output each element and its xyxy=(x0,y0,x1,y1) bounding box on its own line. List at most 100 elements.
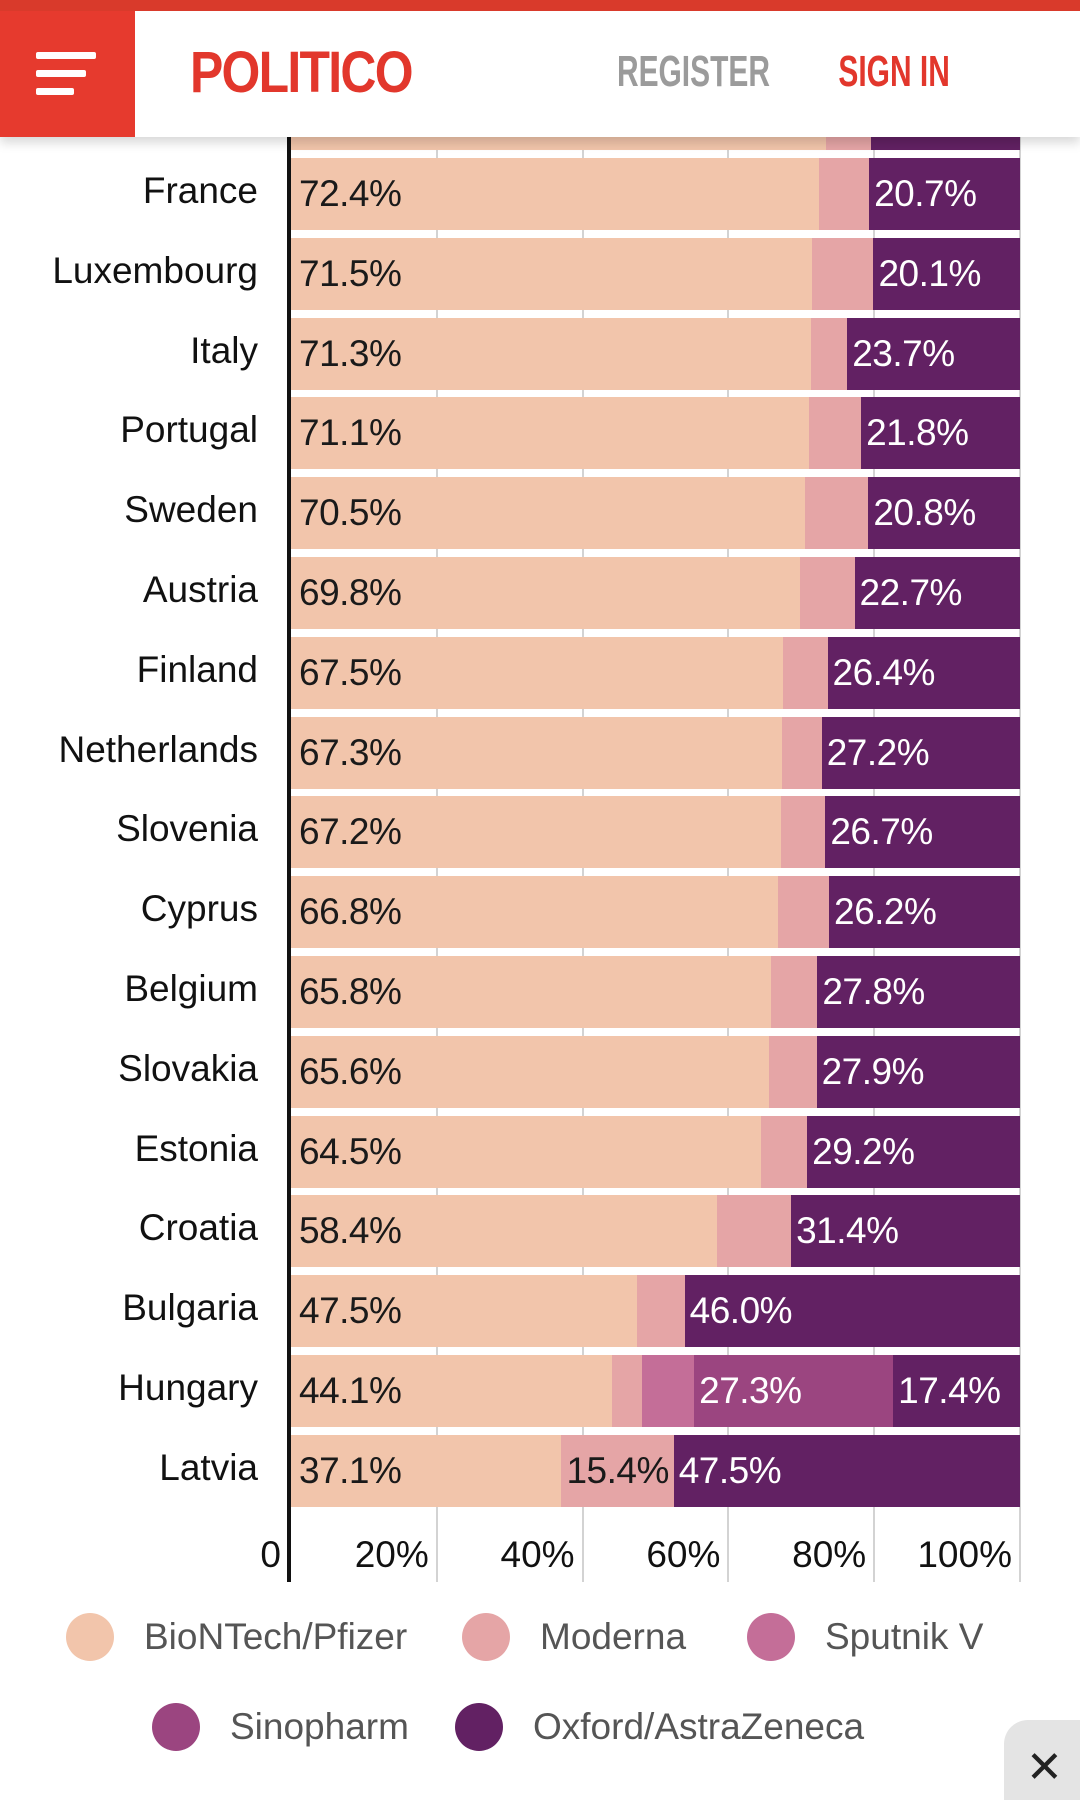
bar-segment-biontech-pfizer[interactable]: 70.5% xyxy=(291,477,806,550)
bar-segment-moderna[interactable] xyxy=(781,716,823,789)
legend-swatch-icon xyxy=(747,1613,795,1661)
bar-segment-sinopharm[interactable]: 27.3% xyxy=(694,1355,894,1427)
bar-segment-oxford-astrazeneca[interactable]: 26.4% xyxy=(827,636,1021,709)
bar-row: 37.1% 15.4% 47.5% xyxy=(291,1434,1021,1507)
value-label: 20.1% xyxy=(878,252,981,294)
bar-segment-moderna[interactable] xyxy=(777,876,830,949)
legend-label: Oxford/AstraZeneca xyxy=(533,1706,865,1747)
value-label: 71.5% xyxy=(299,252,402,294)
bar-segment-oxford-astrazeneca[interactable]: 17.4% xyxy=(893,1355,1021,1427)
legend-swatch-icon xyxy=(455,1703,503,1751)
hamburger-icon xyxy=(36,52,96,59)
bar-segment-biontech-pfizer[interactable]: 64.5% xyxy=(291,1115,762,1188)
bar-segment-moderna[interactable] xyxy=(769,1035,818,1108)
bar-segment-biontech-pfizer[interactable]: 71.1% xyxy=(291,397,810,470)
bar-segment-biontech-pfizer[interactable]: 71.3% xyxy=(291,317,812,390)
bar-segment-oxford-astrazeneca[interactable]: 23.7% xyxy=(847,317,1021,390)
bar-segment-oxford-astrazeneca[interactable]: 26.7% xyxy=(825,796,1021,869)
value-label: 26.4% xyxy=(832,651,936,693)
bar-segment-moderna[interactable] xyxy=(770,956,818,1028)
bar-segment-oxford-astrazeneca[interactable]: 27.2% xyxy=(821,716,1021,789)
bar-segment-oxford-astrazeneca[interactable]: 26.2% xyxy=(829,876,1021,949)
value-label: 67.2% xyxy=(299,811,402,853)
politico-logo[interactable]: POLITICO xyxy=(190,40,414,105)
bar-segment-oxford-astrazeneca[interactable]: 22.7% xyxy=(854,557,1021,629)
value-label: 67.5% xyxy=(299,651,402,693)
bar-segment-biontech-pfizer[interactable]: 66.8% xyxy=(291,876,779,949)
legend-label: Sinopharm xyxy=(230,1706,409,1747)
value-label: 20.8% xyxy=(873,492,976,534)
country-label: Bulgaria xyxy=(122,1287,258,1329)
sign-in-link[interactable]: SIGN IN xyxy=(838,47,950,96)
bar-segment-oxford-astrazeneca[interactable]: 27.8% xyxy=(817,956,1021,1028)
bar-segment-moderna[interactable] xyxy=(716,1195,792,1268)
value-label: 44.1% xyxy=(299,1370,402,1411)
hamburger-icon-line xyxy=(36,88,74,95)
bar-segment-biontech-pfizer[interactable]: 65.6% xyxy=(291,1035,770,1108)
legend-item[interactable]: Sputnik V xyxy=(747,1613,983,1661)
bar-segment-oxford-astrazeneca[interactable]: 47.5% xyxy=(673,1434,1021,1507)
legend-label: Moderna xyxy=(540,1616,687,1657)
bar-row: 65.6% 27.9% xyxy=(291,1035,1021,1108)
country-label: Slovenia xyxy=(116,808,258,850)
legend-item[interactable]: Moderna xyxy=(462,1613,686,1661)
bar-segment-sputnik-v[interactable] xyxy=(641,1355,695,1427)
value-label: 64.5% xyxy=(299,1130,402,1172)
bar-segment-biontech-pfizer[interactable]: 65.8% xyxy=(291,956,772,1028)
bar-segment-oxford-astrazeneca[interactable]: 20.1% xyxy=(873,237,1021,310)
bar-segment-moderna[interactable] xyxy=(761,1115,808,1188)
bar-segment-oxford-astrazeneca[interactable]: 21.8% xyxy=(861,397,1021,470)
bar-segment-oxford-astrazeneca[interactable]: 20.8% xyxy=(868,477,1021,550)
bar-row: 58.4% 31.4% xyxy=(291,1195,1021,1268)
value-label: 71.3% xyxy=(299,332,402,374)
bar-segment-biontech-pfizer[interactable]: 47.5% xyxy=(291,1275,638,1348)
bar-row: 67.2% 26.7% xyxy=(291,796,1021,869)
legend-item[interactable]: Oxford/AstraZeneca xyxy=(455,1703,864,1751)
value-label: 58.4% xyxy=(299,1210,402,1252)
register-link[interactable]: REGISTER xyxy=(617,47,770,96)
bar-segment-moderna[interactable] xyxy=(612,1355,643,1427)
value-label: 27.3% xyxy=(699,1370,802,1411)
bar-segment-oxford-astrazeneca[interactable]: 20.7% xyxy=(869,158,1021,230)
bar-segment-moderna[interactable] xyxy=(783,636,829,709)
country-label: Finland xyxy=(136,648,258,690)
bar-segment-oxford-astrazeneca[interactable]: 46.0% xyxy=(684,1275,1021,1348)
bar-segment-oxford-astrazeneca[interactable]: 31.4% xyxy=(791,1195,1021,1268)
value-label: 22.7% xyxy=(859,572,963,613)
bar-segment-biontech-pfizer[interactable]: 72.4% xyxy=(291,158,820,230)
bar-segment-oxford-astrazeneca[interactable]: 27.9% xyxy=(816,1035,1021,1108)
bar-segment-moderna[interactable] xyxy=(804,477,869,550)
bar-row: 71.5% 20.1% xyxy=(291,237,1021,310)
bar-segment-moderna[interactable] xyxy=(637,1275,686,1348)
bar-segment-biontech-pfizer[interactable]: 69.8% xyxy=(291,557,801,629)
site-header: POLITICO REGISTER SIGN IN xyxy=(0,11,1080,137)
bar-segment-biontech-pfizer[interactable]: 67.3% xyxy=(291,716,783,789)
legend-label: BioNTech/Pfizer xyxy=(144,1616,408,1657)
bar-segment-moderna[interactable]: 15.4% xyxy=(561,1434,675,1507)
bar-row: 71.3% 23.7% xyxy=(291,317,1021,390)
bar-segment-biontech-pfizer[interactable]: 67.5% xyxy=(291,636,784,709)
legend-item[interactable]: Sinopharm xyxy=(152,1703,409,1751)
value-label: 72.4% xyxy=(299,173,402,214)
bar-segment-oxford-astrazeneca[interactable]: 29.2% xyxy=(807,1115,1021,1188)
bar-row: 44.1% 27.3% 17.4% xyxy=(291,1355,1021,1427)
bar-segment-moderna[interactable] xyxy=(818,158,870,230)
bar-segment-biontech-pfizer[interactable]: 67.2% xyxy=(291,796,782,869)
value-label: 21.8% xyxy=(866,412,969,454)
legend-item[interactable]: BioNTech/Pfizer xyxy=(66,1613,407,1661)
bar-segment-moderna[interactable] xyxy=(810,317,848,390)
bar-segment-moderna[interactable] xyxy=(809,397,862,470)
country-label: Estonia xyxy=(134,1127,258,1169)
value-label: 67.3% xyxy=(299,731,402,773)
bar-segment-moderna[interactable] xyxy=(812,237,874,310)
bar-segment-biontech-pfizer[interactable]: 37.1% xyxy=(291,1434,562,1507)
bar-segment-biontech-pfizer[interactable]: 71.5% xyxy=(291,237,813,310)
bar-segment-moderna[interactable] xyxy=(780,796,826,869)
bar-segment-moderna[interactable] xyxy=(799,557,855,629)
bar-segment-biontech-pfizer[interactable]: 58.4% xyxy=(291,1195,718,1268)
value-label: 47.5% xyxy=(678,1449,782,1491)
bar-row: 69.8% 22.7% xyxy=(291,557,1021,629)
menu-button[interactable] xyxy=(0,11,135,137)
bar-segment-biontech-pfizer[interactable]: 44.1% xyxy=(291,1355,613,1427)
close-button[interactable]: ✕ xyxy=(1004,1720,1080,1800)
